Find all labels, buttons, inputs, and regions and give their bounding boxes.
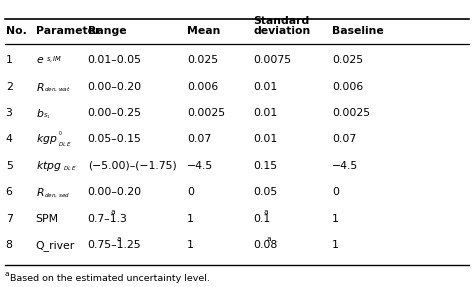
Text: SPM: SPM <box>36 214 59 224</box>
Text: Standard: Standard <box>254 16 310 26</box>
Text: −4.5: −4.5 <box>332 161 358 171</box>
Text: 0.01–0.05: 0.01–0.05 <box>88 55 142 65</box>
Text: 5: 5 <box>6 161 13 171</box>
Text: 6: 6 <box>6 187 13 197</box>
Text: 0.15: 0.15 <box>254 161 278 171</box>
Text: a: a <box>117 236 121 242</box>
Text: 1: 1 <box>187 214 194 224</box>
Text: 0.025: 0.025 <box>187 55 219 65</box>
Text: 0.025: 0.025 <box>332 55 363 65</box>
Text: 0.05: 0.05 <box>254 187 278 197</box>
Text: $kgp$: $kgp$ <box>36 133 57 146</box>
Text: 0: 0 <box>332 187 339 197</box>
Text: 0.00–0.25: 0.00–0.25 <box>88 108 142 118</box>
Text: 0.1: 0.1 <box>254 214 271 224</box>
Text: $_{Di,E}$: $_{Di,E}$ <box>63 164 77 173</box>
Text: 1: 1 <box>332 214 339 224</box>
Text: (−5.00)–(−1.75): (−5.00)–(−1.75) <box>88 161 176 171</box>
Text: Mean: Mean <box>187 26 220 36</box>
Text: Based on the estimated uncertainty level.: Based on the estimated uncertainty level… <box>10 274 210 283</box>
Text: 0.08: 0.08 <box>254 240 278 250</box>
Text: 0.01: 0.01 <box>254 135 278 144</box>
Text: 1: 1 <box>187 240 194 250</box>
Text: 0.01: 0.01 <box>254 108 278 118</box>
Text: Parameter: Parameter <box>36 26 100 36</box>
Text: 2: 2 <box>6 82 13 92</box>
Text: 0: 0 <box>187 187 194 197</box>
Text: deviation: deviation <box>254 26 311 36</box>
Text: 0.05–0.15: 0.05–0.15 <box>88 135 142 144</box>
Text: $R$: $R$ <box>36 81 44 93</box>
Text: Range: Range <box>88 26 126 36</box>
Text: 0.006: 0.006 <box>187 82 219 92</box>
Text: 0.006: 0.006 <box>332 82 363 92</box>
Text: 0.00–0.20: 0.00–0.20 <box>88 187 142 197</box>
Text: $b$: $b$ <box>36 107 44 119</box>
Text: $_{den,\,sed}$: $_{den,\,sed}$ <box>44 191 71 200</box>
Text: $_{s,IM}$: $_{s,IM}$ <box>46 55 63 65</box>
Text: 1: 1 <box>332 240 339 250</box>
Text: $e$: $e$ <box>36 55 44 65</box>
Text: $R$: $R$ <box>36 186 44 198</box>
Text: 8: 8 <box>6 240 13 250</box>
Text: −4.5: −4.5 <box>187 161 213 171</box>
Text: No.: No. <box>6 26 27 36</box>
Text: $ktpg$: $ktpg$ <box>36 159 62 173</box>
Text: 0.75–1.25: 0.75–1.25 <box>88 240 141 250</box>
Text: a: a <box>266 236 271 242</box>
Text: $_{S_1}$: $_{S_1}$ <box>43 111 51 121</box>
Text: a: a <box>110 210 115 215</box>
Text: 0.00–0.20: 0.00–0.20 <box>88 82 142 92</box>
Text: 0.01: 0.01 <box>254 82 278 92</box>
Text: $^{0}$: $^{0}$ <box>58 131 63 137</box>
Text: 0.7–1.3: 0.7–1.3 <box>88 214 128 224</box>
Text: 0.0075: 0.0075 <box>254 55 292 65</box>
Text: 7: 7 <box>6 214 13 224</box>
Text: 1: 1 <box>6 55 13 65</box>
Text: 0.07: 0.07 <box>187 135 211 144</box>
Text: $_{Di,E}$: $_{Di,E}$ <box>58 140 72 149</box>
Text: 4: 4 <box>6 135 13 144</box>
Text: a: a <box>263 210 268 215</box>
Text: Baseline: Baseline <box>332 26 383 36</box>
Text: $_{den,\,wat}$: $_{den,\,wat}$ <box>44 85 71 94</box>
Text: a: a <box>5 271 9 277</box>
Text: 0.0025: 0.0025 <box>187 108 225 118</box>
Text: 0.0025: 0.0025 <box>332 108 370 118</box>
Text: 0.07: 0.07 <box>332 135 356 144</box>
Text: 3: 3 <box>6 108 13 118</box>
Text: Q_river: Q_river <box>36 240 75 251</box>
